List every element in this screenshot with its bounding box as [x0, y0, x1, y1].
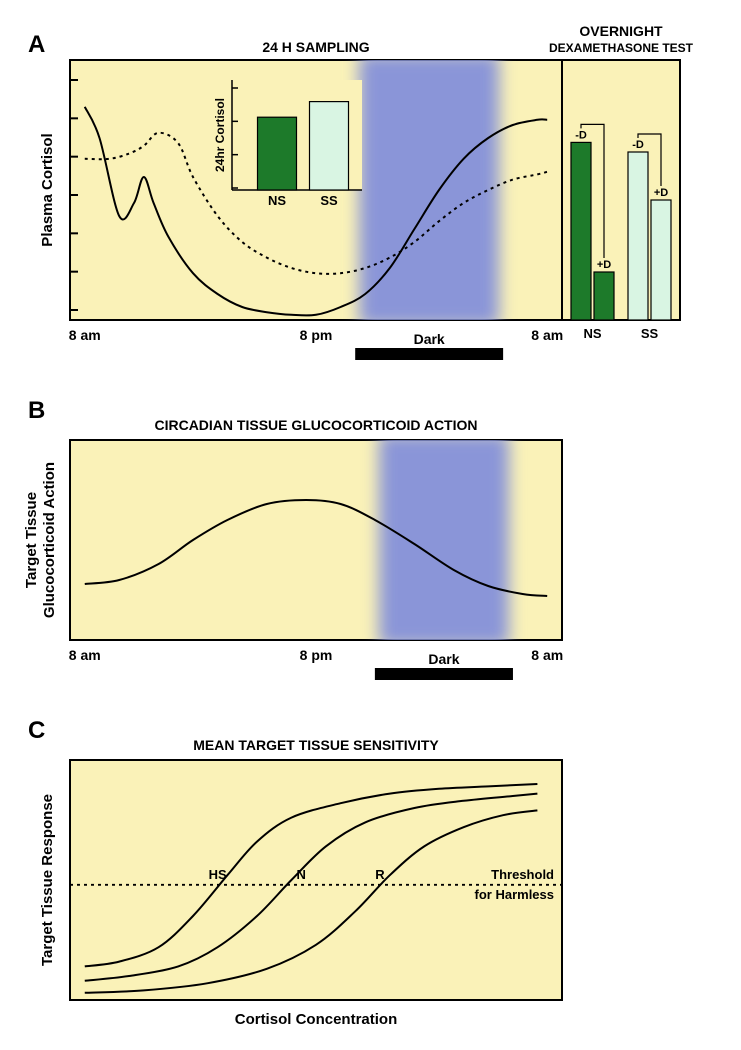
svg-text:8 am: 8 am — [69, 647, 101, 663]
svg-text:NS: NS — [583, 326, 601, 341]
svg-text:OVERNIGHT: OVERNIGHT — [579, 23, 663, 39]
svg-text:-D: -D — [575, 129, 587, 141]
svg-text:R: R — [375, 867, 385, 882]
svg-text:8 pm: 8 pm — [300, 327, 333, 343]
svg-text:for Harmless: for Harmless — [475, 887, 554, 902]
svg-text:SS: SS — [320, 193, 338, 208]
svg-text:A: A — [28, 31, 45, 58]
svg-text:DEXAMETHASONE TEST: DEXAMETHASONE TEST — [549, 41, 694, 55]
svg-text:CIRCADIAN TISSUE GLUCOCORTICOI: CIRCADIAN TISSUE GLUCOCORTICOID ACTION — [154, 417, 477, 433]
svg-text:Dark: Dark — [414, 331, 445, 347]
svg-text:24 H SAMPLING: 24 H SAMPLING — [262, 39, 369, 55]
svg-text:Target Tissue Response: Target Tissue Response — [39, 794, 56, 966]
svg-text:Cortisol Concentration: Cortisol Concentration — [235, 1011, 398, 1028]
svg-text:-D: -D — [632, 139, 644, 151]
svg-text:8 pm: 8 pm — [300, 647, 333, 663]
svg-text:Glucocorticoid Action: Glucocorticoid Action — [41, 462, 58, 618]
svg-text:24hr Cortisol: 24hr Cortisol — [213, 98, 227, 172]
svg-text:8 am: 8 am — [69, 327, 101, 343]
svg-text:SS: SS — [641, 326, 659, 341]
svg-text:Threshold: Threshold — [491, 867, 554, 882]
svg-text:+D: +D — [597, 259, 611, 271]
svg-text:N: N — [297, 867, 306, 882]
svg-text:C: C — [28, 717, 45, 744]
svg-text:+D: +D — [654, 187, 668, 199]
svg-text:8 am: 8 am — [531, 647, 563, 663]
svg-text:HS: HS — [209, 867, 227, 882]
svg-text:B: B — [28, 397, 45, 424]
figure-svg: Plasma Cortisol 8 am 8 pm 8 am Dark 24 H SAMP… — [0, 0, 741, 1050]
svg-text:Plasma Cortisol: Plasma Cortisol — [39, 133, 56, 246]
svg-text:MEAN TARGET TISSUE SENSITIVITY: MEAN TARGET TISSUE SENSITIVITY — [193, 737, 439, 753]
svg-text:Target Tissue: Target Tissue — [23, 492, 40, 588]
svg-text:Dark: Dark — [428, 651, 459, 667]
figure-root: Plasma Cortisol 8 am 8 pm 8 am Dark 24 H SAMP… — [0, 0, 741, 1050]
svg-text:8 am: 8 am — [531, 327, 563, 343]
svg-text:NS: NS — [268, 193, 286, 208]
